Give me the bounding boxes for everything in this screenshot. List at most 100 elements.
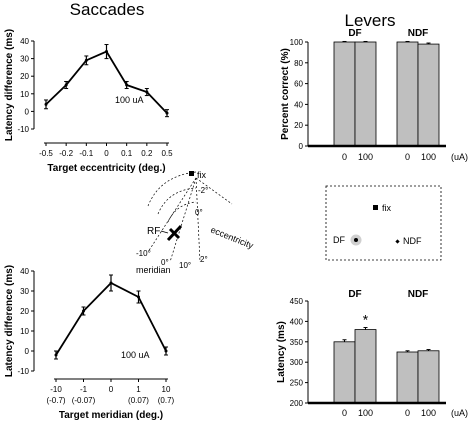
- category-label: 0: [342, 408, 347, 418]
- y-tick-label: 30: [20, 55, 29, 64]
- y-axis-label: Latency difference (ms): [4, 29, 15, 141]
- data-point: [165, 111, 169, 115]
- data-point: [164, 349, 168, 353]
- y-axis-label: Latency (ms): [276, 321, 287, 383]
- eccentricity-label: eccentricity: [209, 225, 255, 251]
- y-axis-label: Latency difference (ms): [4, 265, 15, 377]
- category-label: 100: [358, 408, 373, 418]
- current-annotation: 100 uA: [121, 350, 150, 360]
- y-tick-label: -10: [17, 367, 29, 376]
- y-axis-label: Percent correct (%): [280, 48, 291, 140]
- meridian-line-2: [169, 177, 197, 263]
- df-text: DF: [333, 235, 345, 245]
- meridian-line-chart: -10 0 10 20 30 40 -10 (-0.7) -1 (-0.07) 0 1 (0.07) 10…: [4, 265, 175, 421]
- y-tick-label: 300: [290, 358, 304, 367]
- df-target-icon: [354, 238, 358, 242]
- display-frame: [325, 185, 442, 261]
- x-tick-label: -1: [80, 385, 88, 394]
- eccentricity-line-chart: -10 0 10 20 30 40 -0.5 -0.2 -0.1 0 0.1 0.2 0.5 Target…: [4, 29, 173, 174]
- x-tick-label: 1: [136, 385, 141, 394]
- x-tick-label: 0.5: [161, 149, 173, 158]
- data-point: [64, 83, 68, 87]
- category-label: 0: [405, 408, 410, 418]
- data-point: [109, 281, 113, 285]
- series-line: [55, 281, 167, 356]
- y-tick-label: 350: [290, 338, 304, 347]
- meridian-line-4: [195, 177, 233, 205]
- y-tick-label: 40: [20, 37, 29, 46]
- levers-heading: Levers: [344, 11, 395, 30]
- eccentricity-arc-outer: [147, 171, 197, 207]
- ndf-text: NDF: [403, 236, 422, 246]
- x-tick-label: 0: [109, 385, 114, 394]
- category-label: 100: [421, 152, 436, 162]
- data-point: [44, 102, 48, 106]
- y-tick-label: 20: [20, 72, 29, 81]
- ecc-tick-neg2: -2°: [198, 186, 208, 195]
- current-annotation: 100 uA: [115, 95, 144, 105]
- saccades-heading: Saccades: [70, 0, 145, 19]
- x-tick-label: -0.5: [39, 149, 53, 158]
- x-sub-tick-label: (0.7): [158, 396, 175, 405]
- x-tick-label: -0.1: [79, 149, 93, 158]
- bar: [417, 43, 440, 147]
- y-tick-label: 20: [294, 121, 303, 130]
- y-tick-label: 450: [290, 297, 304, 306]
- x-tick-label: 0: [104, 149, 109, 158]
- y-tick-label: 40: [294, 100, 303, 109]
- fix-label: fix: [197, 170, 207, 180]
- meridian-line-1: [147, 177, 197, 253]
- unit-label: (uA): [451, 152, 468, 162]
- rf-arrow: [160, 230, 169, 234]
- x-tick-label: -10: [50, 385, 62, 394]
- fixation-point-icon: [189, 171, 194, 176]
- x-tick-label: -0.2: [59, 149, 73, 158]
- eccentricity-arc-inner: [167, 201, 197, 223]
- data-point: [125, 83, 129, 87]
- meridian-label: meridian: [136, 265, 171, 275]
- bar: [396, 41, 419, 147]
- fixation-square-icon: [373, 205, 378, 210]
- y-tick-label: 30: [20, 287, 29, 296]
- y-tick-label: 0: [299, 142, 304, 151]
- unit-label: (uA): [451, 408, 468, 418]
- fix-text: fix: [382, 203, 392, 213]
- mer-tick-neg10: -10°: [136, 249, 151, 258]
- mer-tick-10: 10°: [179, 261, 191, 270]
- category-label: 100: [358, 152, 373, 162]
- y-tick-label: 250: [290, 379, 304, 388]
- bar: [354, 329, 377, 404]
- eccentricity-arc-mid: [157, 187, 197, 215]
- group-label-df: DF: [348, 28, 361, 39]
- data-point: [145, 90, 149, 94]
- y-tick-label: 10: [20, 90, 29, 99]
- y-tick-label: 200: [290, 399, 304, 408]
- y-tick-label: -10: [17, 125, 29, 134]
- data-point: [54, 353, 58, 357]
- category-label: 0: [405, 152, 410, 162]
- data-point: [105, 50, 108, 54]
- group-label-ndf: NDF: [408, 28, 429, 39]
- y-tick-label: 60: [294, 80, 303, 89]
- group-label-df: DF: [348, 289, 361, 300]
- rf-label: RF: [147, 226, 160, 237]
- x-axis-label: Target eccentricity (deg.): [47, 163, 165, 174]
- y-tick-label: 400: [290, 317, 304, 326]
- x-axis-label: Target meridian (deg.): [59, 410, 163, 421]
- bar: [333, 41, 356, 147]
- stim-bar-meridian: [168, 227, 181, 240]
- y-tick-label: 10: [20, 327, 29, 336]
- data-point: [137, 295, 140, 299]
- ndf-target-icon: [395, 239, 400, 244]
- data-point: [84, 58, 88, 62]
- x-tick-label: 0.1: [121, 149, 133, 158]
- y-tick-label: 100: [290, 38, 304, 47]
- y-tick-label: 20: [20, 307, 29, 316]
- mer-tick-0: 0°: [161, 258, 169, 267]
- x-tick-label: 10: [162, 385, 171, 394]
- category-label: 0: [342, 152, 347, 162]
- y-tick-label: 0: [25, 347, 30, 356]
- x-sub-tick-label: (-0.07): [72, 396, 96, 405]
- receptive-field-diagram: fix -2° 0° 2° eccentricity -10° 0° 10° m…: [136, 170, 255, 275]
